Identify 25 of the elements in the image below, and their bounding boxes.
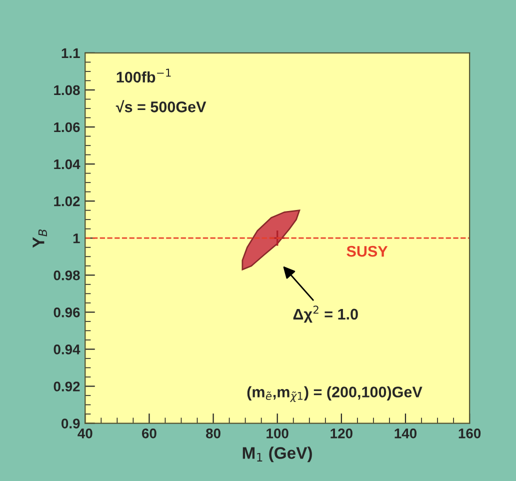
x-tick-label: 100 bbox=[266, 428, 288, 438]
x-tick-label: 160 bbox=[458, 428, 481, 438]
y-tick-label: 1.02 bbox=[54, 196, 80, 206]
annotation: (m$_{ẽ}$,m$_{χ̃1}$) = (200,100)GeV bbox=[247, 386, 422, 402]
y-tick-label: 0.92 bbox=[54, 382, 80, 392]
x-axis-title: M$_{1}$ (GeV) bbox=[242, 446, 312, 462]
y-tick-label: 1.1 bbox=[62, 48, 80, 58]
x-tick-label: 80 bbox=[206, 428, 220, 438]
x-tick-label: 120 bbox=[330, 428, 352, 438]
y-tick-label: 0.98 bbox=[54, 270, 80, 280]
y-tick-label: 0.96 bbox=[54, 308, 80, 318]
x-tick-label: 60 bbox=[142, 428, 156, 438]
ref-line-label: SUSY bbox=[346, 246, 388, 257]
y-tick-label: 1.08 bbox=[54, 85, 80, 96]
annotation: Δχ$^{2}$ = 1.0 bbox=[293, 306, 358, 323]
y-axis-title: Y$_{B}$ bbox=[32, 229, 47, 248]
y-tick-label: 1.04 bbox=[54, 159, 80, 170]
y-tick-label: 0.9 bbox=[62, 418, 80, 428]
y-tick-label: 0.94 bbox=[54, 344, 80, 354]
y-tick-label: 1.06 bbox=[54, 122, 80, 132]
x-tick-label: 40 bbox=[78, 428, 92, 438]
annotation: 100fb$^{−1}$ bbox=[116, 68, 171, 83]
annotation: √s = 500GeV bbox=[116, 100, 206, 112]
x-tick-label: 140 bbox=[394, 428, 417, 438]
y-tick-label: 1 bbox=[73, 234, 80, 244]
